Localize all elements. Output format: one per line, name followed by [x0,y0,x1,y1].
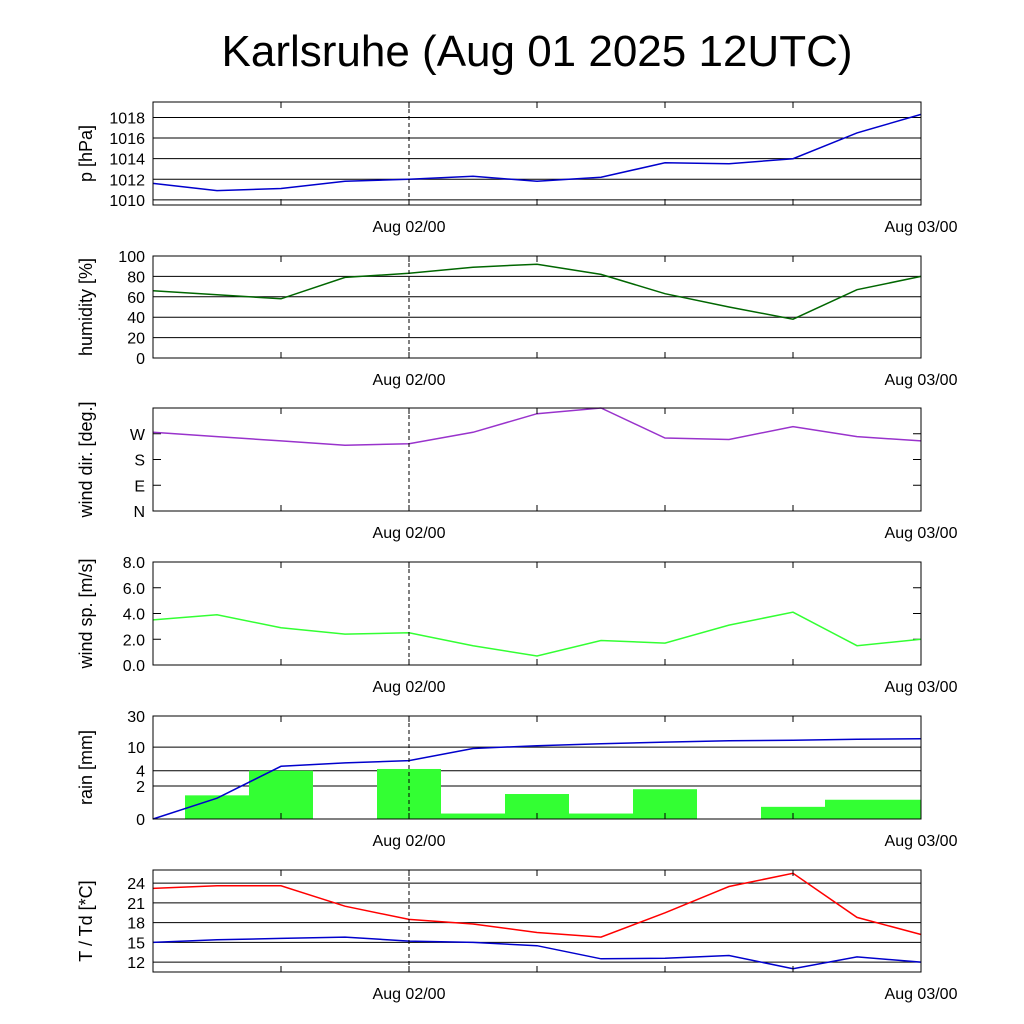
panel-rain-xtick-label: Aug 02/00 [373,833,446,850]
panel-wind_direction-xtick-label: Aug 02/00 [373,525,446,542]
panel-wind_speed-ytick-label: 0.0 [123,658,145,675]
panel-pressure-ytick-label: 1016 [109,131,145,148]
panel-wind_direction-ytick-label: E [134,478,145,495]
panel-rain-bar [569,813,633,819]
panel-temperature-ytick-label: 15 [127,935,145,952]
panel-wind_speed-series-0 [152,611,922,657]
panel-wind_direction-frame [152,407,922,512]
panel-rain-ytick-label: 0 [136,812,145,829]
panel-humidity-xtick-label: Aug 02/00 [373,372,446,389]
panel-humidity-ytick-label: 60 [127,290,145,307]
panel-rain-bar [761,806,825,819]
panel-pressure-frame [152,101,922,206]
panel-wind_direction-ytick-label: S [134,453,145,470]
panel-humidity-ytick-label: 20 [127,331,145,348]
panel-temperature-xtick-label: Aug 03/00 [885,986,958,1003]
panel-pressure-series-0 [152,113,922,192]
panel-humidity-frame [152,255,922,359]
panel-temperature-ytick-label: 21 [127,896,145,913]
panel-temperature-xtick-label: Aug 02/00 [373,986,446,1003]
panel-pressure-xtick-label: Aug 02/00 [373,219,446,236]
panel-temperature-ylabel: T / Td [*C] [76,880,96,961]
panel-pressure-xtick-label: Aug 03/00 [885,219,958,236]
panel-wind_direction-ytick-label: W [130,427,146,444]
panel-humidity-ytick-label: 100 [118,249,145,266]
panel-temperature-ytick-label: 18 [127,916,145,933]
panel-rain-ytick-label: 4 [136,764,145,781]
panel-pressure-ylabel: p [hPa] [76,125,96,182]
panel-rain-xtick-label: Aug 03/00 [885,833,958,850]
panel-humidity-xtick-label: Aug 03/00 [885,372,958,389]
panel-rain-series-accumulated [152,738,922,820]
panel-humidity-ytick-label: 40 [127,310,145,327]
panel-rain-bar [441,813,505,819]
chart-title: Karlsruhe (Aug 01 2025 12UTC) [222,27,853,76]
panel-humidity-ylabel: humidity [%] [76,258,96,356]
panel-wind_speed-frame [152,561,922,666]
panel-wind_speed-ytick-label: 4.0 [123,607,145,624]
panel-pressure-ytick-label: 1012 [109,172,145,189]
panel-humidity-series-0 [152,263,922,320]
panel-rain-bar [249,770,313,819]
panel-temperature-series-Td [152,936,922,970]
panel-wind_speed-xtick-label: Aug 02/00 [373,679,446,696]
panel-rain-ytick-label: 10 [127,740,145,757]
panel-rain-ytick-label: 2 [136,779,145,796]
panel-rain-ylabel: rain [mm] [76,730,96,805]
panel-temperature-ytick-label: 12 [127,955,145,972]
panel-pressure-ytick-label: 1014 [109,152,145,169]
panel-wind_direction-ytick-label: N [133,504,145,521]
panel-wind_speed-xtick-label: Aug 03/00 [885,679,958,696]
panel-wind_speed-ylabel: wind sp. [m/s] [76,558,96,669]
panel-wind_direction-ylabel: wind dir. [deg.] [76,401,96,518]
panel-rain-bar [185,795,249,819]
panel-temperature-ytick-label: 24 [127,876,145,893]
panel-temperature-frame [152,869,922,973]
panel-pressure-ytick-label: 1018 [109,110,145,127]
panel-wind_speed-ytick-label: 8.0 [123,555,145,572]
panel-wind_speed-ytick-label: 6.0 [123,581,145,598]
panel-rain-ytick-label: 30 [127,709,145,726]
panel-humidity-ytick-label: 80 [127,269,145,286]
panel-humidity-ytick-label: 0 [136,351,145,368]
panel-rain-frame [152,715,922,820]
panel-pressure-ytick-label: 1010 [109,193,145,210]
panel-wind_direction-xtick-label: Aug 03/00 [885,525,958,542]
panel-wind_speed-ytick-label: 2.0 [123,632,145,649]
panel-rain-bar [825,799,921,819]
